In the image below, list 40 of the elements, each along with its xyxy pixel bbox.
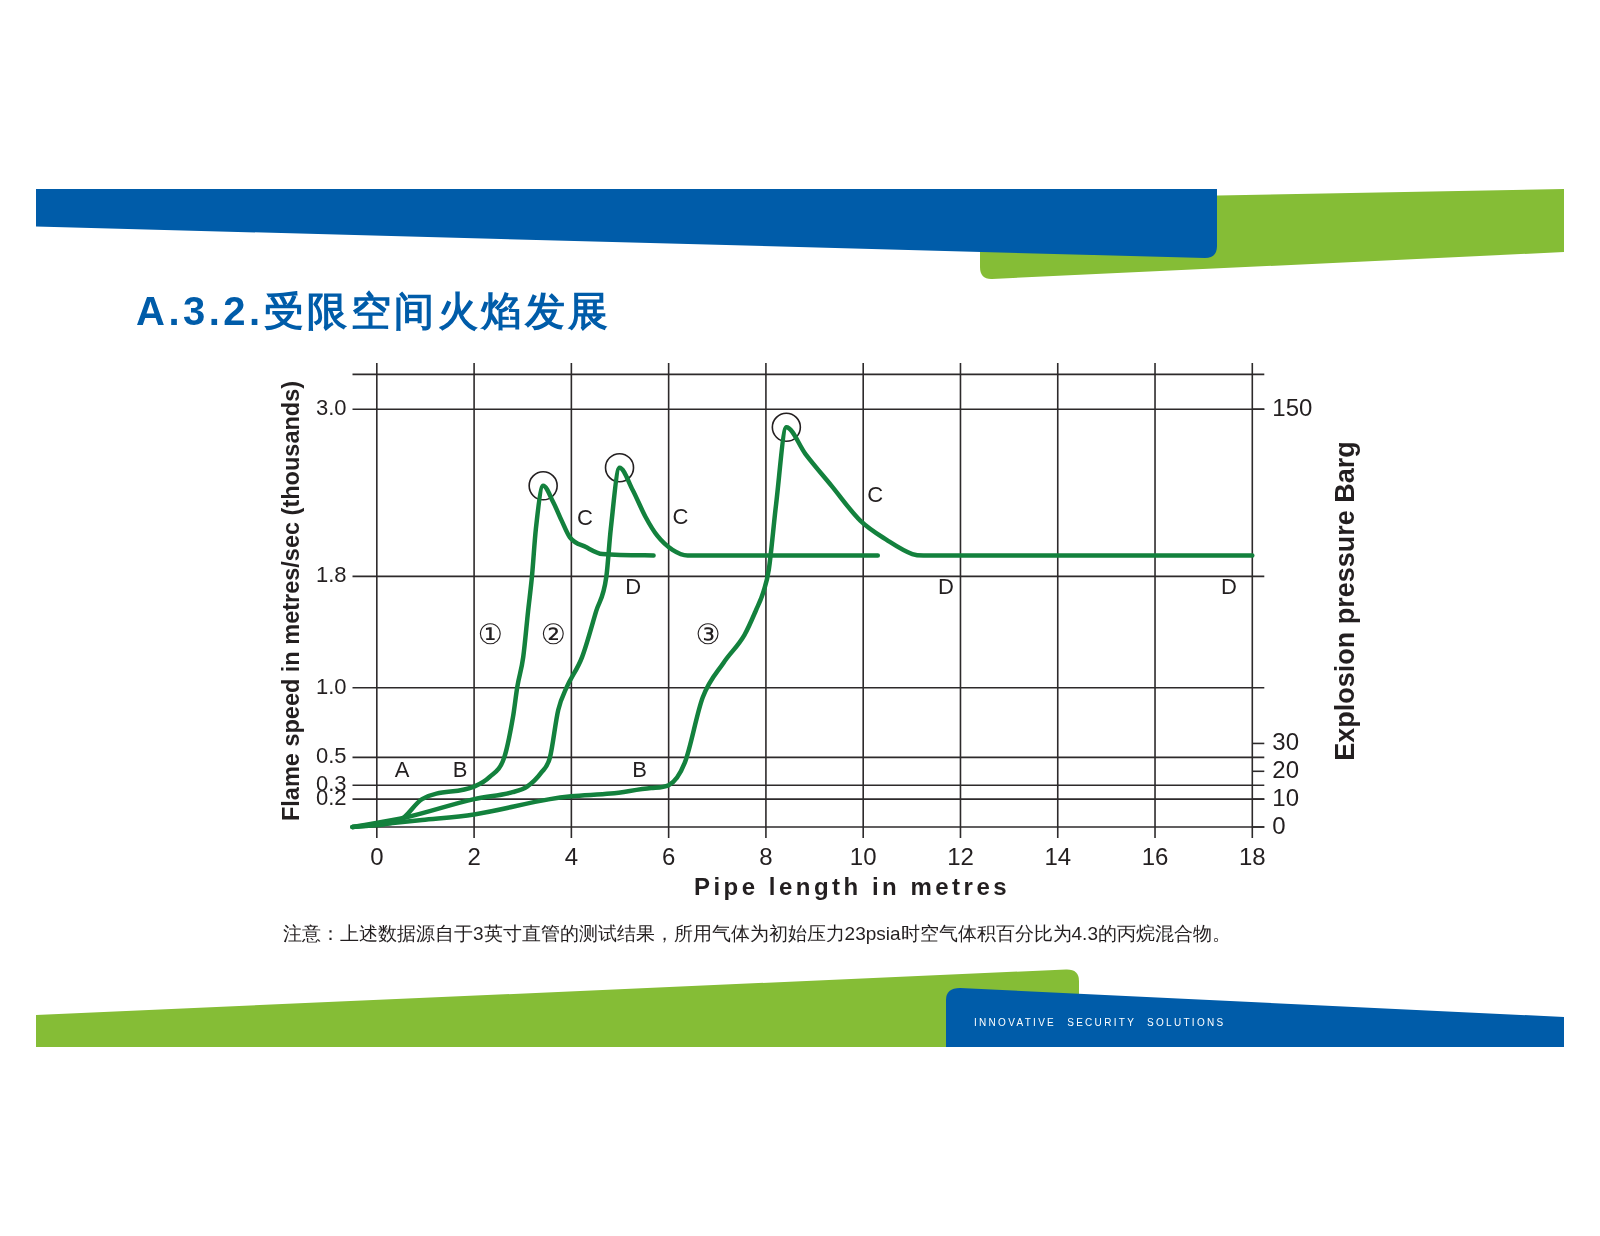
text: INNOVATIVE SECURITY SOLUTIONS [974,1016,1226,1029]
annotation: B [452,756,468,782]
annotation: C [576,505,593,531]
chart-title: A.3.2.受限空间火焰发展 [136,289,612,333]
annotation: C [672,504,689,530]
x-tick-label: 18 [1238,843,1266,871]
annotation: A [394,757,410,783]
y-tick-label: 0.5 [315,743,347,769]
point [528,471,558,501]
x-tick-label: 16 [1141,843,1169,871]
annotation: B [632,757,647,783]
x-tick-label: 0 [370,843,384,871]
y2-tick-label: 150 [1272,393,1313,421]
point [771,412,802,443]
x-tick-label: 2 [467,843,481,871]
annotation: D [937,573,954,599]
y2-tick-label: 20 [1272,755,1299,783]
y-tick-label: 1.0 [315,673,347,699]
annotation: C [867,481,884,507]
x-tick-label: 4 [564,843,579,871]
annotation: D [625,573,642,599]
y-tick-label: 3.0 [315,395,347,421]
y2-axis-title: Explosion pressure Barg [1329,440,1361,761]
series-label: ③ [695,618,721,652]
y-axis-title: Flame speed in metres/sec (thousands) [277,380,305,821]
x-tick-label: 6 [661,843,676,871]
text: 注意：上述数据源自于3英寸直管的测试结果，所用气体为初始压力23psia时空气体积百分比为4.3的丙烷混合物。 [283,923,1231,945]
series-label: ① [477,618,503,652]
annotation: D [1221,573,1237,599]
x-axis-title: Pipe length in metres [693,871,1011,901]
x-tick-label: 10 [849,843,877,871]
y-tick-label: 1.8 [315,562,347,588]
x-tick-label: 14 [1044,843,1072,871]
point [604,452,635,483]
y2-tick-label: 0 [1272,811,1286,839]
y2-tick-label: 30 [1272,728,1299,756]
series-label: ② [540,618,566,652]
y2-tick-label: 10 [1272,783,1299,811]
x-tick-label: 8 [759,843,773,871]
x-tick-label: 12 [947,843,974,871]
